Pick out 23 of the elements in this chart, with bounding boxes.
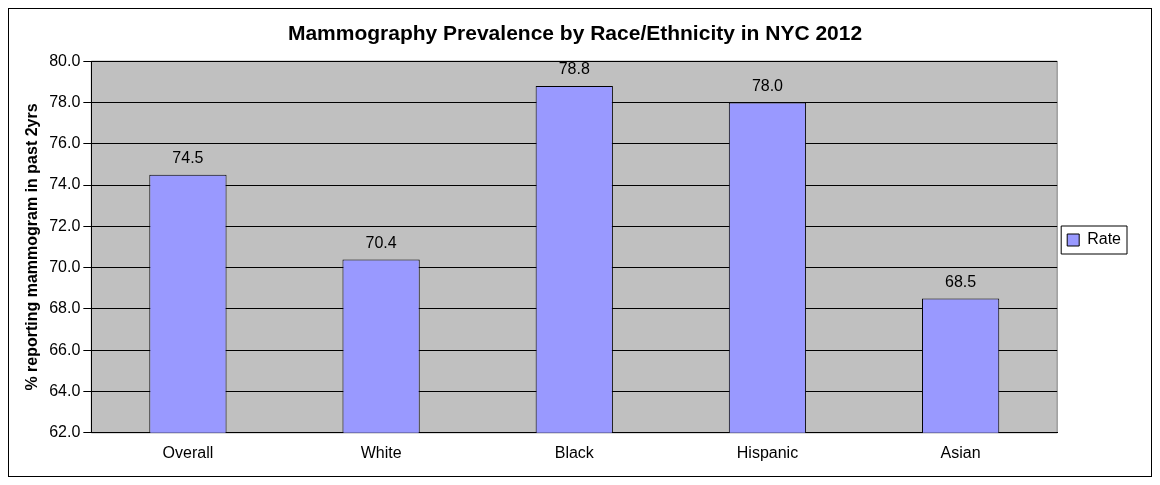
y-tick-label: 80.0 [49, 51, 81, 69]
y-tick-label: 70.0 [49, 258, 81, 276]
x-tick-label: Hispanic [736, 443, 799, 461]
x-tick-label: Overall [162, 443, 214, 461]
chart-title: Mammography Prevalence by Race/Ethnicity in NYC 2012 [287, 21, 863, 45]
y-tick-label: 66.0 [49, 340, 81, 358]
text: 68.5 [945, 273, 977, 291]
y-axis-title: % reporting mammogram in past 2yrs [23, 103, 41, 391]
text: 78.8 [558, 60, 590, 78]
legend-label: Rate [1087, 230, 1122, 248]
y-tick-label: 72.0 [49, 216, 81, 234]
x-tick-label: Black [554, 443, 595, 461]
y-tick-label: 68.0 [49, 299, 81, 317]
y-tick-label: 64.0 [49, 381, 81, 399]
x-tick-label: White [360, 443, 402, 461]
y-tick-label: 74.0 [49, 175, 81, 193]
text: 78.0 [751, 76, 784, 94]
x-tick-label: Asian [940, 443, 981, 461]
y-tick-label: 62.0 [49, 423, 81, 441]
text: 70.4 [365, 233, 397, 251]
text: 74.5 [172, 149, 204, 167]
y-tick-label: 78.0 [49, 92, 81, 110]
y-tick-label: 76.0 [49, 134, 81, 152]
